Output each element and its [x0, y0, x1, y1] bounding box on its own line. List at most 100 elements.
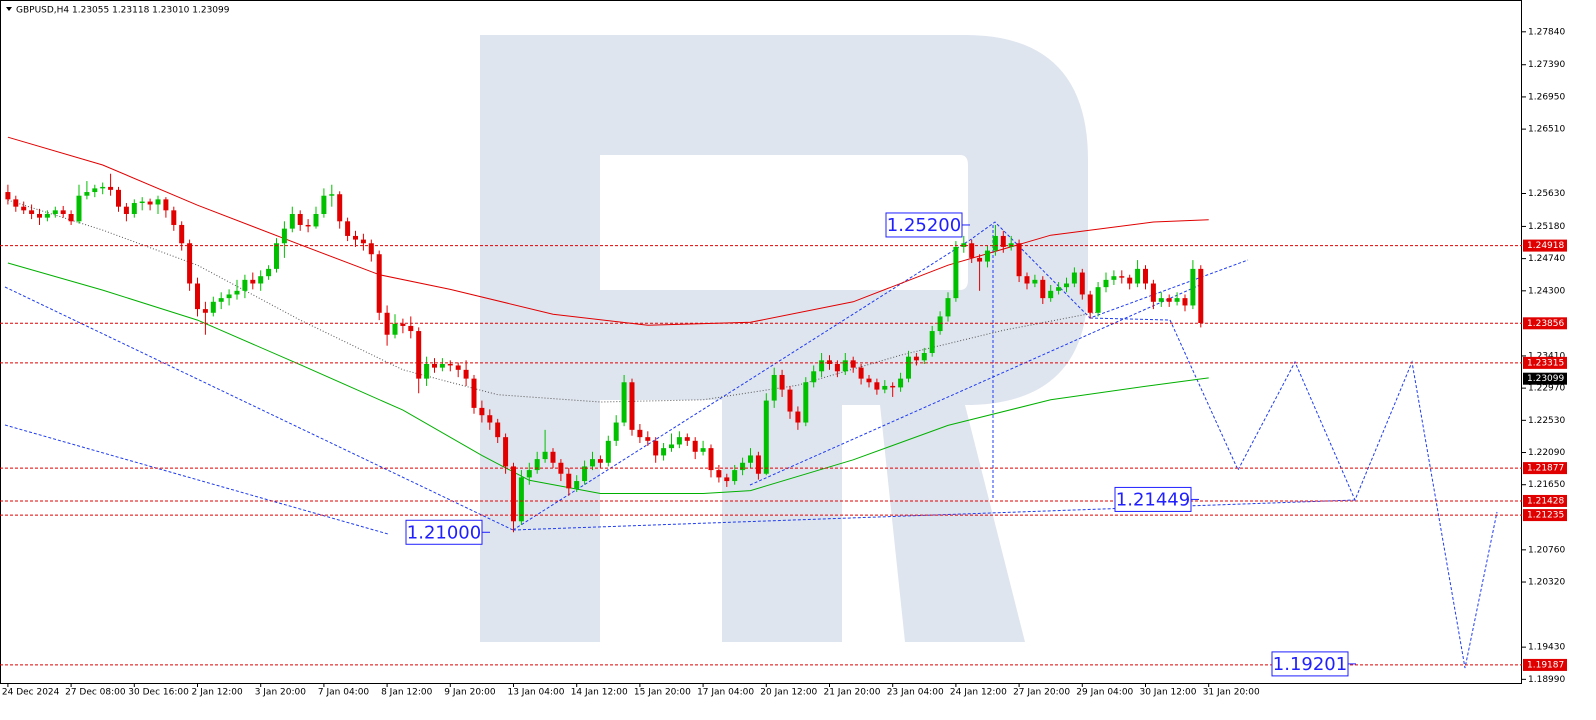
- annotation-box: [885, 212, 963, 238]
- trend-line: [512, 499, 1356, 531]
- candle-body: [716, 470, 722, 478]
- candle-body: [266, 268, 272, 277]
- candle-body: [187, 243, 193, 284]
- candle-body: [518, 477, 524, 522]
- candle-body: [210, 301, 216, 313]
- trend-line: [1089, 317, 1171, 321]
- candle-body: [360, 239, 366, 244]
- candle-body: [431, 363, 437, 368]
- candles: [5, 173, 1204, 533]
- candle-body: [526, 470, 532, 478]
- candle-body: [147, 201, 153, 205]
- candle-body: [495, 422, 501, 438]
- candle-body: [471, 378, 477, 408]
- candle-body: [447, 363, 453, 366]
- candle-body: [826, 360, 832, 364]
- y-tick-label: 1.19430: [1528, 643, 1565, 653]
- candle-body: [803, 382, 809, 423]
- y-tick-label: 1.18990: [1528, 675, 1565, 685]
- candle-body: [732, 470, 738, 482]
- candle-body: [534, 459, 540, 471]
- candle-body: [155, 199, 161, 205]
- trend-line: [4, 424, 389, 535]
- candle-body: [5, 192, 11, 200]
- candle-body: [1142, 268, 1148, 284]
- level-label-box: [1523, 239, 1567, 252]
- candle-body: [1071, 272, 1077, 284]
- candle-body: [1135, 268, 1141, 284]
- level-label-box: [1523, 356, 1567, 369]
- candle-body: [582, 466, 588, 482]
- level-label: 1.24918: [1527, 241, 1564, 251]
- candle-body: [52, 210, 58, 214]
- y-tick-label: 1.21650: [1528, 480, 1565, 490]
- candle-body: [811, 371, 817, 383]
- trend-line: [4, 286, 514, 531]
- candle-body: [194, 283, 200, 310]
- candle-body: [874, 382, 880, 390]
- candle-body: [68, 213, 74, 222]
- candle-body: [297, 213, 303, 225]
- candle-body: [890, 385, 896, 388]
- candle-body: [337, 194, 343, 222]
- candle-body: [108, 186, 114, 190]
- candle-body: [637, 429, 643, 438]
- moving-average: [7, 136, 1209, 326]
- candle-body: [905, 356, 911, 379]
- candle-body: [542, 451, 548, 460]
- last-price-label: 1.23099: [1527, 374, 1564, 384]
- candle-body: [842, 360, 848, 372]
- watermark-bowl: [600, 35, 1088, 405]
- watermark-stem: [722, 400, 842, 642]
- x-tick-label: 17 Jan 04:00: [697, 688, 754, 698]
- x-tick-label: 23 Jan 04:00: [887, 688, 944, 698]
- candle-body: [84, 192, 90, 196]
- candle-body: [755, 455, 761, 474]
- last-price-box: [1523, 372, 1567, 385]
- plot: [5, 136, 1209, 533]
- candle-body: [408, 325, 414, 332]
- x-tick-label: 20 Jan 12:00: [760, 688, 817, 698]
- candle-body: [352, 235, 358, 240]
- candle-body: [747, 455, 753, 463]
- x-tick-label: 9 Jan 20:00: [444, 688, 496, 698]
- candle-body: [1150, 283, 1156, 302]
- candle-body: [684, 437, 690, 441]
- candle-body: [1198, 268, 1204, 324]
- candle-body: [961, 243, 967, 247]
- candle-body: [645, 437, 651, 441]
- watermark: [480, 35, 1088, 642]
- candle-body: [668, 444, 674, 449]
- annotation-label: 1.21000: [407, 522, 481, 543]
- x-tick-label: 15 Jan 20:00: [634, 688, 691, 698]
- y-tick-label: 1.23410: [1528, 351, 1565, 361]
- x-tick-label: 27 Dec 08:00: [65, 688, 126, 698]
- candle-body: [866, 378, 872, 383]
- x-tick-label: 2 Jan 12:00: [191, 688, 243, 698]
- candle-body: [92, 188, 98, 193]
- candle-body: [787, 389, 793, 412]
- y-tick-label: 1.22530: [1528, 416, 1565, 426]
- candle-body: [368, 243, 374, 255]
- candle-body: [234, 290, 240, 295]
- candle-body: [795, 411, 801, 423]
- annotation-box: [1114, 486, 1192, 512]
- candle-body: [1119, 276, 1125, 278]
- x-tick-label: 13 Jan 04:00: [507, 688, 564, 698]
- candle-body: [1008, 243, 1014, 247]
- candle-body: [992, 235, 998, 251]
- candle-body: [503, 437, 509, 467]
- candle-body: [123, 206, 129, 214]
- candle-body: [424, 363, 430, 379]
- candle-body: [258, 276, 264, 284]
- candle-body: [550, 451, 556, 463]
- candle-body: [977, 257, 983, 262]
- candle-body: [313, 213, 319, 227]
- candle-body: [913, 356, 919, 361]
- menu-triangle: [6, 7, 12, 11]
- y-tick-label: 1.26510: [1528, 125, 1565, 135]
- level-label: 1.23315: [1527, 358, 1564, 368]
- candle-body: [1000, 235, 1006, 247]
- annotation-label: 1.25200: [887, 215, 961, 236]
- candle-body: [281, 228, 287, 244]
